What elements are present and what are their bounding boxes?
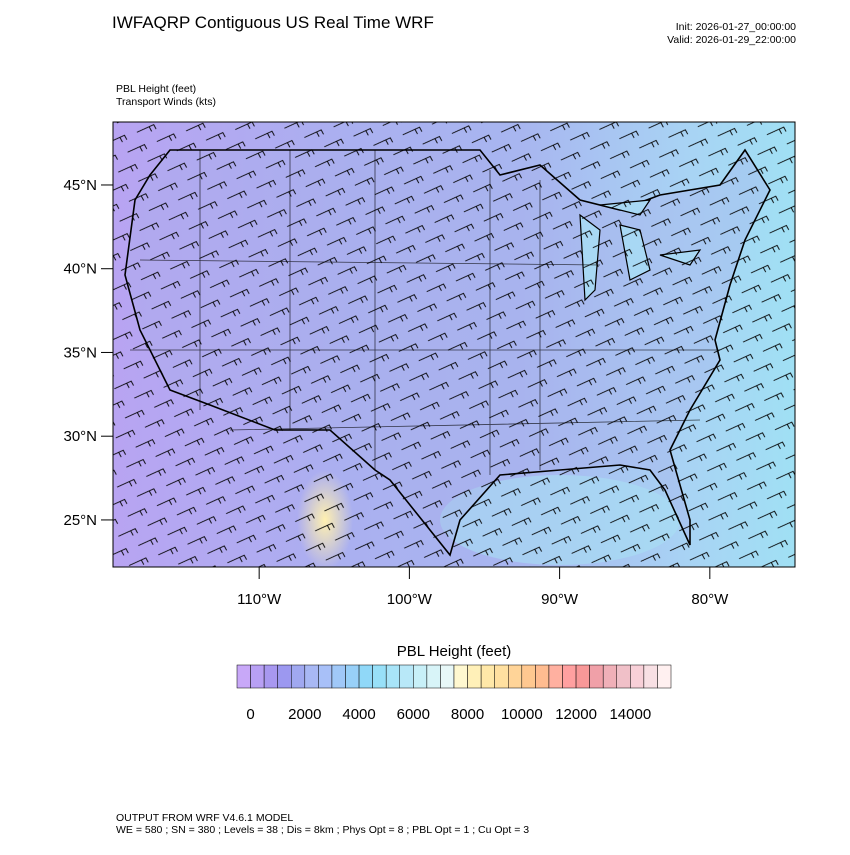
colorbar-box xyxy=(250,664,265,689)
colorbar-box xyxy=(236,664,251,689)
x-tick-label: 90°W xyxy=(541,591,579,608)
valid-time: Valid: 2026-01-29_22:00:00 xyxy=(667,34,796,46)
x-tick-label: 80°W xyxy=(691,591,729,608)
colorbar-box xyxy=(548,664,563,689)
colorbar-box xyxy=(372,664,387,689)
x-tick-label: 110°W xyxy=(237,591,282,608)
colorbar-box xyxy=(521,664,536,689)
colorbar-tick-label: 12000 xyxy=(555,706,597,723)
field-label: PBL Height (feet) xyxy=(116,83,196,95)
colorbar-box xyxy=(589,664,604,689)
colorbar-box xyxy=(616,664,631,689)
colorbar-box xyxy=(426,664,441,689)
colorbar-box xyxy=(277,664,292,689)
y-tick-label: 30°N xyxy=(63,428,97,445)
colorbar-box xyxy=(399,664,414,689)
colorbar-box xyxy=(535,664,550,689)
map-frame xyxy=(112,121,796,568)
colorbar-box xyxy=(508,664,523,689)
wind-barbs xyxy=(113,122,795,567)
init-time: Init: 2026-01-27_00:00:00 xyxy=(676,21,796,33)
colorbar-tick-label: 2000 xyxy=(288,706,321,723)
colorbar-tick-label: 8000 xyxy=(451,706,484,723)
y-tick-label: 25°N xyxy=(63,512,97,529)
colorbar-title: PBL Height (feet) xyxy=(397,643,512,660)
footer-line: WE = 580 ; SN = 380 ; Levels = 38 ; Dis … xyxy=(116,824,529,836)
title: IWFAQRP Contiguous US Real Time WRF xyxy=(112,13,434,32)
colorbar-box xyxy=(263,664,278,689)
map-area xyxy=(113,122,795,567)
colorbar-box xyxy=(467,664,482,689)
colorbar-box xyxy=(385,664,400,689)
footer-line: OUTPUT FROM WRF V4.6.1 MODEL xyxy=(116,812,293,824)
colorbar-box xyxy=(643,664,658,689)
colorbar-box xyxy=(630,664,645,689)
colorbar-box xyxy=(453,664,468,689)
colorbar-tick-label: 14000 xyxy=(609,706,651,723)
x-tick-label: 100°W xyxy=(387,591,433,608)
colorbar-box xyxy=(440,664,455,689)
y-tick-label: 40°N xyxy=(63,261,97,278)
y-tick-label: 35°N xyxy=(63,344,97,361)
colorbar-box xyxy=(602,664,617,689)
colorbar-tick-label: 4000 xyxy=(342,706,375,723)
y-tick-label: 45°N xyxy=(63,177,97,194)
colorbar-box xyxy=(562,664,577,689)
colorbar-box xyxy=(318,664,333,689)
colorbar-box xyxy=(304,664,319,689)
colorbar-tick-label: 0 xyxy=(246,706,254,723)
colorbar-box xyxy=(480,664,495,689)
colorbar-box xyxy=(575,664,590,689)
colorbar-box xyxy=(657,664,672,689)
colorbar-tick-label: 10000 xyxy=(501,706,543,723)
colorbar-box xyxy=(358,664,373,689)
colorbar-box xyxy=(345,664,360,689)
colorbar-box xyxy=(494,664,509,689)
colorbar-box xyxy=(291,664,306,689)
colorbar-tick-label: 6000 xyxy=(397,706,430,723)
overlay-label: Transport Winds (kts) xyxy=(116,96,216,108)
colorbar-box xyxy=(331,664,346,689)
colorbar-box xyxy=(413,664,428,689)
